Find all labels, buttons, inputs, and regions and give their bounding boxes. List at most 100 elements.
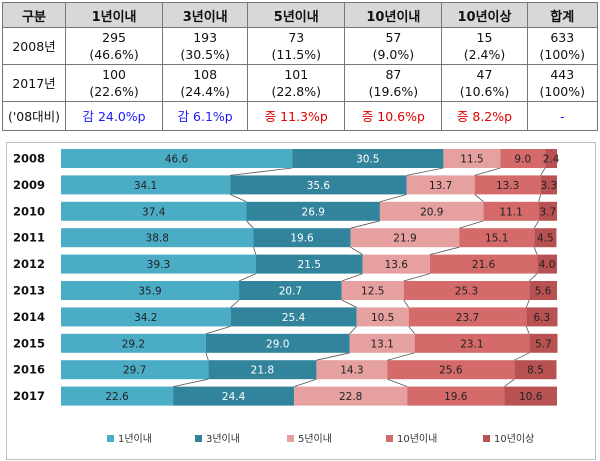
data-label: 19.6 (444, 391, 468, 403)
category-label: 2008 (13, 152, 45, 166)
bar-segment (540, 175, 557, 195)
bar-segment (379, 201, 484, 221)
bar-segment (538, 201, 557, 221)
cell-percent: (46.6%) (89, 47, 139, 62)
table-header-cell: 10년이상 (441, 2, 528, 28)
bar-segment (239, 281, 342, 300)
bar-segment (474, 175, 541, 195)
table-header-row: 구분 1년이내 3년이내 5년이내 10년이내 10년이상 합계 (2, 2, 599, 28)
cell-percent: (19.6%) (368, 84, 419, 99)
connector-line (173, 378, 209, 387)
table-header-cell: 합계 (526, 2, 599, 28)
connector-line (474, 167, 501, 176)
data-label: 39.3 (147, 259, 170, 271)
table-cell: 101 (22.8%) (247, 64, 346, 102)
cell-count: 73 (288, 30, 305, 45)
category-label: 2013 (13, 284, 45, 298)
connector-line (316, 352, 350, 361)
bar-segment (406, 175, 475, 195)
legend-swatch (386, 435, 393, 442)
connector-line (341, 299, 357, 308)
data-label: 20.7 (279, 286, 302, 298)
comparison-label: ('08대비) (2, 101, 66, 131)
connector-line (504, 378, 515, 387)
connector-line (246, 220, 254, 229)
bar-segment (61, 386, 174, 406)
connector-line (406, 167, 444, 176)
connector-line (474, 194, 484, 203)
bar-segment (483, 201, 539, 221)
data-label: 22.8 (339, 391, 362, 403)
cell-percent: (22.8%) (271, 84, 321, 99)
cell-percent: (9.0%) (372, 47, 415, 62)
connector-line (230, 167, 293, 176)
comparison-row: ('08대비) 감 24.0%p 감 6.1%p 증 11.3%p 증 10.6… (2, 101, 599, 131)
bar-segment (403, 281, 530, 300)
data-label: 21.5 (298, 259, 321, 271)
cell-percent: (2.4%) (463, 47, 506, 62)
cell-percent: (100%) (539, 84, 586, 99)
cell-count: 47 (476, 67, 493, 82)
connector-line (403, 299, 410, 308)
bar-segment (205, 333, 350, 353)
bar-segment (208, 360, 317, 380)
comparison-cell: - (526, 101, 599, 131)
connector-line (387, 378, 408, 387)
category-label: 2016 (13, 363, 45, 377)
cell-count: 193 (193, 30, 218, 45)
connector-line (538, 194, 542, 202)
data-label: 5.7 (535, 338, 552, 350)
table-cell: 47 (10.6%) (441, 64, 528, 102)
bar-segment (292, 149, 444, 168)
connector-line (341, 273, 363, 282)
bar-segment (356, 307, 409, 327)
data-label: 14.3 (340, 365, 363, 377)
bar-segment (514, 360, 557, 380)
data-label: 10.6 (519, 391, 543, 403)
bar-segment (414, 333, 530, 353)
bar-segment (341, 281, 404, 300)
bar-segment (534, 228, 557, 248)
bar-segment (255, 254, 363, 274)
connector-line (408, 326, 415, 335)
category-label: 2011 (13, 231, 45, 245)
data-label: 38.8 (146, 233, 169, 245)
bar-segment (529, 333, 558, 353)
cell-percent: (10.6%) (459, 84, 510, 99)
bar-segment (61, 360, 209, 380)
data-label: 8.5 (527, 365, 544, 377)
table-header-cell: 1년이내 (64, 2, 164, 28)
data-label: 11.5 (460, 154, 483, 166)
bar-segment (350, 228, 460, 248)
bar-segment (537, 254, 557, 274)
connector-line (540, 167, 546, 176)
bar-segment (61, 281, 240, 300)
data-label: 23.1 (460, 338, 483, 350)
data-label: 21.9 (393, 233, 416, 245)
comparison-cell: 증 11.3%p (247, 101, 346, 131)
data-label: 4.0 (539, 259, 556, 271)
data-label: 12.5 (361, 286, 384, 298)
data-label: 34.2 (134, 312, 157, 324)
table-cell: 100 (22.6%) (64, 64, 164, 102)
connector-line (429, 246, 460, 255)
data-label: 13.6 (385, 259, 409, 271)
table-header-cell: 구분 (2, 2, 66, 28)
data-label: 6.3 (534, 312, 551, 324)
data-label: 15.1 (485, 233, 508, 245)
data-label: 25.3 (455, 286, 478, 298)
connector-line (514, 352, 530, 361)
row-label: 2017년 (2, 64, 66, 102)
cell-count: 15 (476, 30, 493, 45)
data-label: 46.6 (165, 154, 189, 166)
connector-line (205, 352, 209, 361)
connector-line (403, 273, 431, 282)
cell-count: 443 (550, 67, 575, 82)
bar-segment (173, 386, 295, 406)
comparison-cell: 감 24.0%p (64, 101, 164, 131)
bar-segment (500, 149, 546, 168)
table-cell: 108 (24.4%) (162, 64, 249, 102)
connector-line (387, 352, 415, 361)
data-label: 13.7 (429, 180, 452, 192)
legend-label: 10년이상 (494, 433, 534, 445)
